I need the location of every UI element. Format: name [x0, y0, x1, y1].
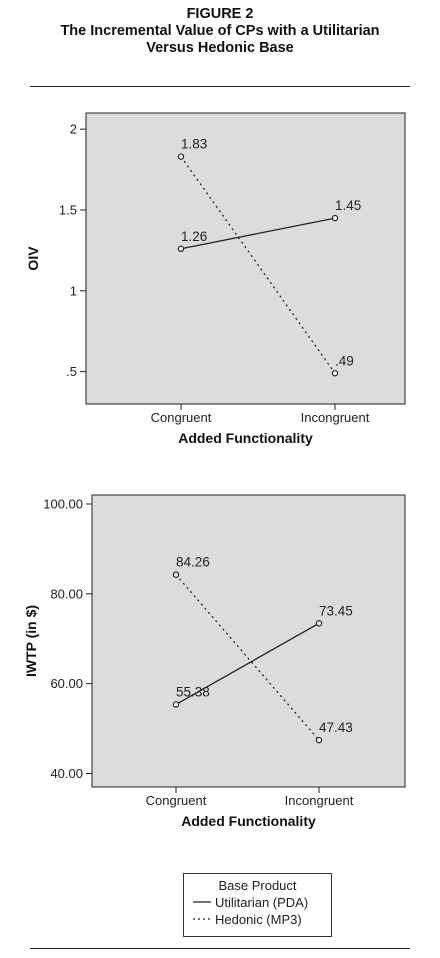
- x-tick-label: Incongruent: [285, 793, 354, 808]
- data-point-marker: [177, 153, 185, 160]
- data-point-marker: [172, 701, 180, 708]
- data-label: 1.83: [181, 137, 207, 152]
- y-tick-label: 60.00: [50, 676, 83, 691]
- legend-title: Base Product: [218, 878, 297, 893]
- series-line-utilitarian: [175, 622, 320, 705]
- data-label: 84.26: [176, 555, 210, 570]
- data-point-marker: [177, 245, 185, 252]
- figure-label: FIGURE 2: [186, 6, 254, 22]
- legend-label-utilitarian: Utilitarian (PDA): [215, 894, 309, 910]
- top-rule: [30, 86, 410, 87]
- y-tick-label: .5: [66, 364, 77, 379]
- data-label: 1.45: [335, 198, 361, 213]
- data-point-marker: [331, 214, 339, 222]
- charts-canvas: .5 1 1.5 2 Congruent Incongruent Added Functio…: [23, 112, 406, 829]
- bottom-rule: [30, 948, 410, 949]
- y-tick-label: 2: [70, 122, 77, 137]
- data-point-marker: [315, 736, 323, 744]
- legend-item-hedonic: Hedonic (MP3): [192, 911, 331, 927]
- series-line-hedonic: [180, 156, 336, 374]
- legend-item-utilitarian: Utilitarian (PDA): [192, 894, 331, 910]
- x-axis-title: Added Functionality: [178, 430, 313, 446]
- y-axis-title: OIV: [25, 246, 41, 271]
- data-label: 73.45: [319, 603, 353, 618]
- data-point-marker: [315, 620, 323, 627]
- plot-area-2: [91, 494, 406, 788]
- data-label: 55.38: [176, 684, 210, 699]
- data-label: 47.43: [319, 720, 353, 735]
- legend-dotted-swatch: [193, 918, 211, 920]
- figure-title-line2: Versus Hedonic Base: [146, 40, 294, 56]
- plot-area-1: [85, 112, 406, 405]
- data-label: .49: [335, 353, 354, 368]
- x-axis-title: Added Functionality: [181, 813, 316, 829]
- x-tick-label: Congruent: [151, 410, 212, 425]
- data-label: 1.26: [181, 229, 207, 244]
- data-point-marker: [331, 370, 339, 377]
- data-point-marker: [172, 571, 180, 578]
- figure-heading: FIGURE 2 The Incremental Value of CPs wi…: [0, 6, 440, 57]
- figure-title-line1: The Incremental Value of CPs with a Util…: [60, 23, 380, 39]
- y-tick-label: 1.5: [59, 203, 77, 218]
- legend-label-hedonic: Hedonic (MP3): [215, 911, 302, 927]
- legend: Base Product Utilitarian (PDA) Hedonic (…: [183, 873, 332, 937]
- x-tick-label: Incongruent: [301, 410, 370, 425]
- series-line-utilitarian: [180, 217, 336, 250]
- y-axis-title: IWTP (in $): [23, 605, 39, 677]
- series-line-hedonic: [175, 574, 320, 741]
- y-tick-label: 40.00: [50, 766, 83, 781]
- x-tick-label: Congruent: [146, 793, 207, 808]
- legend-solid-swatch: [193, 901, 211, 903]
- y-tick-label: 100.00: [43, 496, 83, 511]
- y-tick-label: 1: [70, 283, 77, 298]
- y-tick-label: 80.00: [50, 586, 83, 601]
